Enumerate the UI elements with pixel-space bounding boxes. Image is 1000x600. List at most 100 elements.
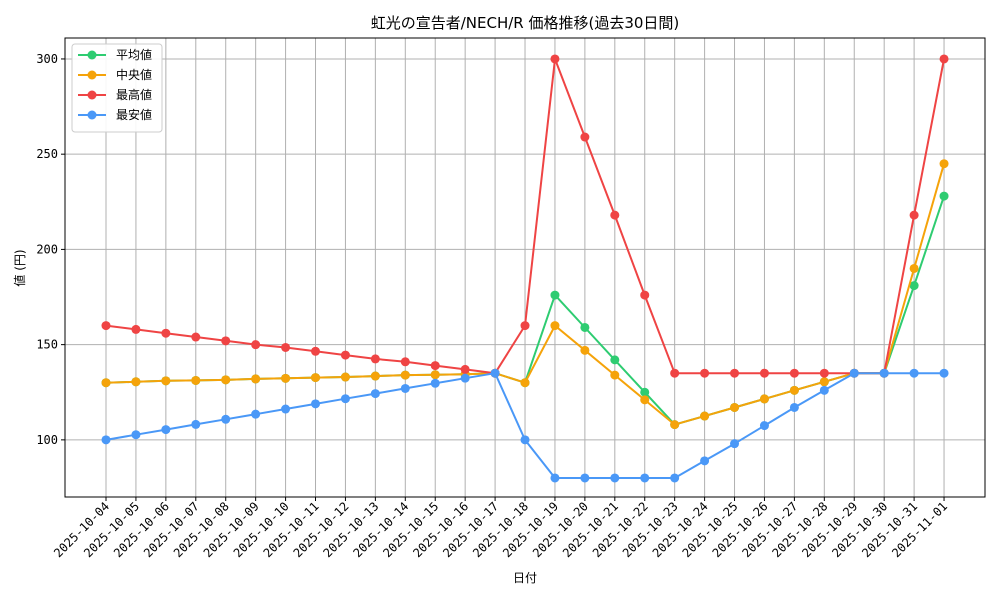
data-point (939, 368, 949, 378)
data-point (819, 377, 829, 387)
data-point (370, 354, 380, 364)
data-point (400, 383, 410, 393)
data-point (251, 374, 261, 384)
data-point (400, 357, 410, 367)
data-point (370, 371, 380, 381)
data-point (281, 373, 291, 383)
legend-item: 平均値 (78, 47, 152, 62)
data-point (939, 191, 949, 201)
data-point (251, 409, 261, 419)
data-point (311, 373, 321, 383)
chart-title: 虹光の宣告者/NECH/R 価格推移(過去30日間) (371, 14, 680, 32)
data-point (161, 328, 171, 338)
data-point (640, 290, 650, 300)
data-point (311, 399, 321, 409)
legend-label: 中央値 (116, 67, 152, 82)
data-point (191, 419, 201, 429)
data-point (221, 375, 231, 385)
data-point (131, 324, 141, 334)
data-point (819, 368, 829, 378)
data-point (340, 394, 350, 404)
series-group (101, 368, 949, 483)
data-point (281, 342, 291, 352)
data-point (101, 435, 111, 445)
data-point (161, 376, 171, 386)
data-point (520, 378, 530, 388)
data-point (580, 322, 590, 332)
data-point (221, 336, 231, 346)
data-point (430, 361, 440, 371)
data-point (610, 355, 620, 365)
legend-swatch-marker (87, 90, 97, 100)
data-point (400, 370, 410, 380)
legend-box (71, 43, 163, 133)
data-point (640, 395, 650, 405)
data-point (670, 368, 680, 378)
data-point (191, 375, 201, 385)
y-axis-label: 値 (円) (12, 249, 27, 286)
x-axis-label: 日付 (513, 571, 537, 585)
data-point (909, 210, 919, 220)
legend-label: 最安値 (116, 107, 152, 122)
series-layer (101, 54, 949, 483)
y-tick-label: 200 (36, 242, 58, 256)
data-point (490, 368, 500, 378)
data-point (550, 290, 560, 300)
grid-lines (65, 38, 985, 497)
data-point (430, 378, 440, 388)
data-point (730, 402, 740, 412)
legend-label: 平均値 (116, 47, 152, 62)
data-point (460, 364, 470, 374)
data-point (580, 473, 590, 483)
y-tick-label: 250 (36, 147, 58, 161)
data-point (700, 411, 710, 421)
data-point (311, 346, 321, 356)
data-point (101, 321, 111, 331)
data-point (789, 385, 799, 395)
data-point (909, 368, 919, 378)
data-point (460, 373, 470, 383)
data-point (340, 372, 350, 382)
data-point (550, 473, 560, 483)
data-point (819, 385, 829, 395)
data-point (700, 456, 710, 466)
data-point (161, 425, 171, 435)
data-point (191, 332, 201, 342)
data-point (550, 321, 560, 331)
data-point (640, 473, 650, 483)
data-point (789, 402, 799, 412)
data-point (909, 263, 919, 273)
data-point (370, 389, 380, 399)
data-point (550, 54, 560, 64)
data-point (879, 368, 889, 378)
y-axis: 100 150 200 250 300 (36, 52, 65, 447)
data-point (730, 439, 740, 449)
data-point (131, 377, 141, 387)
data-point (909, 281, 919, 291)
data-point (939, 54, 949, 64)
data-point (101, 378, 111, 388)
legend-swatch-marker (87, 70, 97, 80)
y-tick-label: 100 (36, 433, 58, 447)
legend-item: 中央値 (78, 67, 152, 82)
data-point (759, 394, 769, 404)
x-axis: 2025-10-042025-10-052025-10-062025-10-07… (51, 497, 950, 560)
data-point (281, 404, 291, 414)
data-point (849, 368, 859, 378)
data-point (670, 473, 680, 483)
data-point (730, 368, 740, 378)
data-point (759, 421, 769, 431)
data-point (340, 350, 350, 360)
y-tick-label: 150 (36, 338, 58, 352)
data-point (640, 387, 650, 397)
data-point (580, 132, 590, 142)
data-point (520, 321, 530, 331)
data-point (131, 430, 141, 440)
data-point (939, 159, 949, 169)
legend-swatch-marker (87, 50, 97, 60)
data-point (221, 414, 231, 424)
data-point (430, 370, 440, 380)
